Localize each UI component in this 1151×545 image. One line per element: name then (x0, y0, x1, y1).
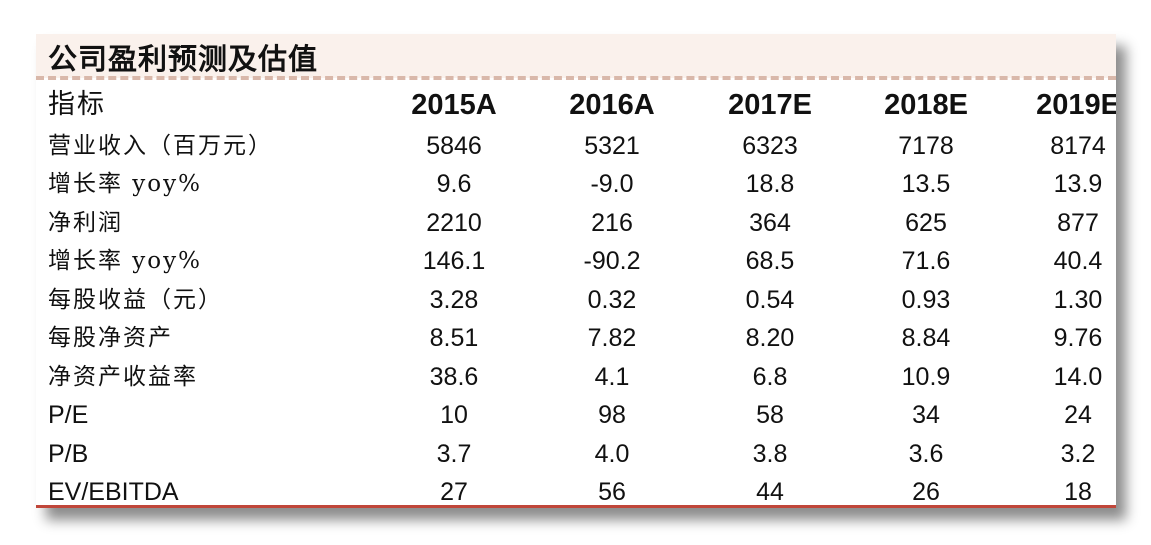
header-year: 2015A (411, 89, 497, 121)
row-value: 13.5 (901, 170, 951, 198)
row-value: 13.9 (1053, 170, 1103, 198)
row-value: 2210 (426, 209, 482, 237)
row-value: 3.7 (436, 440, 472, 468)
row-value: 56 (598, 478, 626, 506)
row-value: 24 (1064, 401, 1092, 429)
row-value: -90.2 (583, 247, 641, 275)
row-value: 877 (1057, 209, 1099, 237)
row-value: 4.1 (594, 363, 630, 391)
row-value: 40.4 (1053, 247, 1103, 275)
title-divider (36, 76, 1116, 80)
row-value: 8.51 (429, 324, 479, 352)
row-value: 18 (1064, 478, 1092, 506)
row-label: 每股净资产 (48, 325, 173, 351)
row-label: P/E (48, 401, 89, 429)
row-value: 0.54 (745, 286, 795, 314)
row-value: 5846 (426, 132, 482, 160)
row-label: 增长率 yoy% (48, 248, 202, 274)
table-row-net-profit: 净利润 2210 216 364 625 877 (36, 204, 1116, 242)
row-value: 7.82 (587, 324, 637, 352)
table-row-revenue: 营业收入（百万元） 5846 5321 6323 7178 8174 (36, 127, 1116, 165)
row-value: 625 (905, 209, 947, 237)
row-label: 增长率 yoy% (48, 171, 202, 197)
title-bar: 公司盈利预测及估值 (36, 34, 1116, 78)
row-value: 1.30 (1053, 286, 1103, 314)
row-value: 38.6 (429, 363, 479, 391)
row-value: 3.8 (752, 440, 788, 468)
row-label: EV/EBITDA (48, 478, 179, 506)
row-value: 8.84 (901, 324, 951, 352)
header-year: 2017E (728, 89, 812, 121)
row-value: 68.5 (745, 247, 795, 275)
table-row-eps: 每股收益（元） 3.28 0.32 0.54 0.93 1.30 (36, 281, 1116, 319)
row-value: 9.6 (436, 170, 472, 198)
row-value: 14.0 (1053, 363, 1103, 391)
row-label: 净资产收益率 (48, 364, 198, 390)
header-year: 2019E (1036, 89, 1116, 121)
table-row-profit-growth: 增长率 yoy% 146.1 -90.2 68.5 71.6 40.4 (36, 242, 1116, 280)
row-value: 5321 (584, 132, 640, 160)
table-row-roe: 净资产收益率 38.6 4.1 6.8 10.9 14.0 (36, 358, 1116, 396)
table-row-ev-ebitda: EV/EBITDA 27 56 44 26 18 (36, 473, 1116, 508)
table-row-revenue-growth: 增长率 yoy% 9.6 -9.0 18.8 13.5 13.9 (36, 165, 1116, 203)
row-value: 27 (440, 478, 468, 506)
row-value: 6323 (742, 132, 798, 160)
row-value: 3.2 (1060, 440, 1096, 468)
row-value: 6.8 (752, 363, 788, 391)
row-value: 9.76 (1053, 324, 1103, 352)
row-value: 216 (591, 209, 633, 237)
table-row-pb: P/B 3.7 4.0 3.8 3.6 3.2 (36, 435, 1116, 473)
bottom-rule (36, 505, 1116, 508)
row-value: 44 (756, 478, 784, 506)
row-value: 0.32 (587, 286, 637, 314)
row-label: 营业收入（百万元） (48, 133, 273, 159)
table-row-bvps: 每股净资产 8.51 7.82 8.20 8.84 9.76 (36, 319, 1116, 357)
row-value: 8174 (1050, 132, 1106, 160)
row-value: 7178 (898, 132, 954, 160)
row-value: 364 (749, 209, 791, 237)
table-row-pe: P/E 10 98 58 34 24 (36, 396, 1116, 434)
row-label: 净利润 (48, 210, 123, 236)
row-label: 每股收益（元） (48, 287, 223, 313)
header-year: 2016A (569, 89, 655, 121)
row-value: -9.0 (590, 170, 634, 198)
row-value: 98 (598, 401, 626, 429)
row-value: 3.6 (908, 440, 944, 468)
row-value: 0.93 (901, 286, 951, 314)
row-value: 58 (756, 401, 784, 429)
row-value: 3.28 (429, 286, 479, 314)
row-value: 34 (912, 401, 940, 429)
row-value: 18.8 (745, 170, 795, 198)
row-label: P/B (48, 440, 89, 468)
row-value: 10 (440, 401, 468, 429)
header-label: 指标 (48, 89, 106, 120)
row-value: 4.0 (594, 440, 630, 468)
row-value: 8.20 (745, 324, 795, 352)
forecast-table-card: 公司盈利预测及估值 指标 2015A 2016A 2017E 2018E 201… (36, 34, 1116, 508)
row-value: 10.9 (901, 363, 951, 391)
row-value: 26 (912, 478, 940, 506)
header-row: 指标 2015A 2016A 2017E 2018E 2019E (36, 86, 1116, 124)
header-year: 2018E (884, 89, 968, 121)
row-value: 71.6 (901, 247, 951, 275)
row-value: 146.1 (422, 247, 486, 275)
table-title: 公司盈利预测及估值 (48, 42, 319, 76)
